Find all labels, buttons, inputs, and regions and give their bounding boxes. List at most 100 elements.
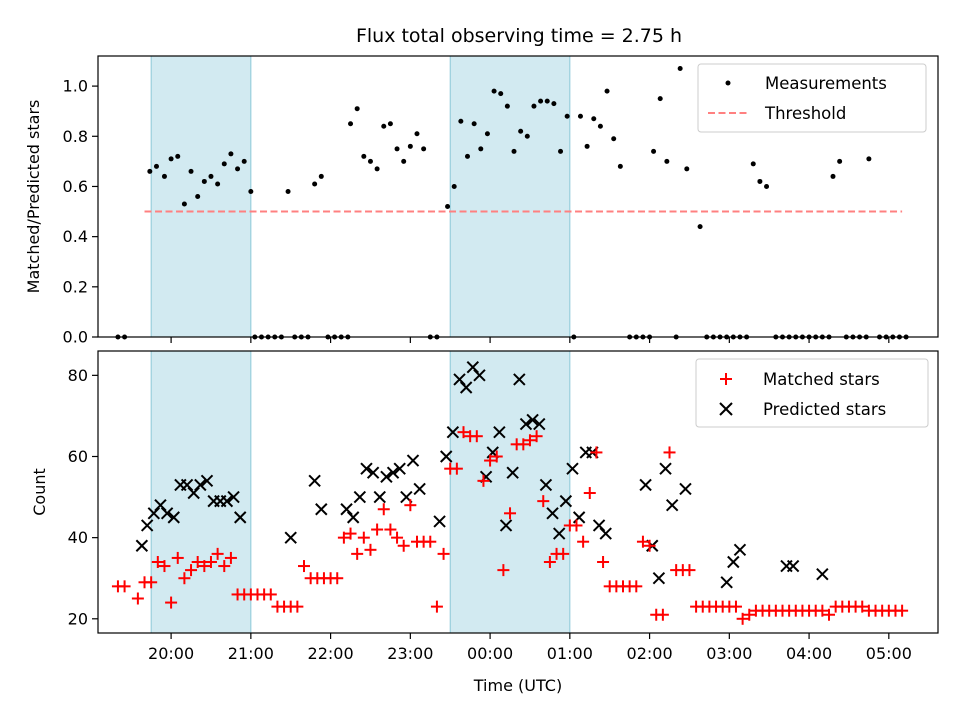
legend-predicted-label: Predicted stars <box>763 400 886 419</box>
y-tick-label: 0.6 <box>63 177 88 196</box>
matched-star-point <box>537 495 550 508</box>
matched-star-point <box>896 604 909 617</box>
matched-star-point <box>171 551 184 564</box>
measurement-point <box>478 146 484 152</box>
matched-star-point <box>211 547 224 560</box>
y-tick-label: 1.0 <box>63 77 88 96</box>
y-tick-label: 0.0 <box>63 328 88 347</box>
measurement-point <box>531 103 537 109</box>
measurement-point <box>401 158 407 164</box>
predicted-star-point <box>433 515 446 528</box>
top-y-axis-label: Matched/Predicted stars <box>24 100 43 294</box>
matched-star-point <box>530 430 543 443</box>
matched-star-point <box>570 519 583 532</box>
matched-star-point <box>523 434 536 447</box>
matched-star-point <box>590 446 603 459</box>
bottom-x-axis-ticks: 20:00 21:00 22:00 23:00 00:00 01:00 02:00 03:00… <box>148 633 912 663</box>
measurement-point <box>837 158 843 164</box>
measurement-point <box>312 181 318 187</box>
chart-title: Flux total observing time = 2.75 h <box>356 25 682 47</box>
measurement-point <box>866 156 872 162</box>
matched-star-point <box>856 600 869 613</box>
measurement-point <box>201 178 207 184</box>
matched-star-point <box>577 535 590 548</box>
predicted-star-point <box>679 482 692 496</box>
measurement-point <box>518 128 524 134</box>
measurement-point <box>544 98 550 104</box>
x-tick-label: 00:00 <box>467 644 513 663</box>
measurement-point <box>617 163 623 169</box>
matched-star-point <box>224 551 237 564</box>
predicted-star-point <box>393 462 406 475</box>
predicted-star-point <box>406 454 420 467</box>
matched-star-point <box>165 596 178 609</box>
shaded-interval <box>449 55 571 338</box>
measurement-point <box>421 146 427 152</box>
matched-star-point <box>743 608 756 621</box>
predicted-star-point <box>566 462 579 475</box>
matched-star-point <box>397 539 410 552</box>
predicted-star-point <box>592 519 606 532</box>
matched-star-point <box>729 600 742 613</box>
legend-measurements-label: Measurements <box>765 74 887 93</box>
shaded-interval <box>449 350 571 634</box>
matched-star-point <box>597 555 610 568</box>
matched-star-point <box>816 604 829 617</box>
measurement-point <box>381 123 387 129</box>
predicted-star-point <box>200 474 214 488</box>
measurement-point <box>195 194 201 199</box>
predicted-star-point <box>552 527 566 540</box>
matched-star-point <box>331 572 344 585</box>
matched-star-point <box>636 535 649 548</box>
measurement-point <box>564 113 570 119</box>
measurement-point <box>498 91 504 97</box>
shaded-interval <box>150 350 252 634</box>
measurement-point <box>504 103 510 109</box>
matched-star-point <box>198 560 211 573</box>
matched-star-point <box>630 580 643 593</box>
measurement-point <box>558 148 564 154</box>
x-tick-label: 01:00 <box>547 644 593 663</box>
top-x-axis-ticks <box>170 337 890 343</box>
bottom-y-axis-label: Count <box>30 468 49 516</box>
matched-star-point <box>683 564 696 577</box>
measurement-point <box>285 188 291 194</box>
predicted-star-point <box>459 381 473 394</box>
measurement-point <box>697 224 703 230</box>
matched-star-point <box>424 535 437 548</box>
top-shaded-intervals <box>150 55 571 338</box>
top-legend-box <box>697 63 927 133</box>
measurement-point <box>651 148 657 154</box>
matched-star-point <box>291 600 304 613</box>
matched-star-point <box>357 531 370 544</box>
x-tick-label: 04:00 <box>786 644 832 663</box>
matched-star-point <box>517 438 530 451</box>
measurement-point <box>175 153 181 159</box>
y-tick-label: 0.4 <box>63 227 88 246</box>
predicted-star-point <box>659 462 672 475</box>
matched-star-point <box>178 572 191 585</box>
predicted-star-point <box>599 527 612 540</box>
matched-star-point <box>823 608 836 621</box>
predicted-star-point <box>526 413 539 427</box>
measurement-point <box>394 146 400 152</box>
matched-star-point <box>656 608 669 621</box>
matched-star-point <box>145 576 158 589</box>
measurement-point <box>367 158 373 164</box>
x-tick-label: 22:00 <box>308 644 354 663</box>
predicted-star-point <box>353 490 367 504</box>
measurement-point <box>597 123 603 129</box>
measurement-point <box>524 133 530 139</box>
predicted-star-point <box>446 425 460 439</box>
measurement-point <box>684 166 690 172</box>
matched-star-point <box>477 474 490 487</box>
measurement-point <box>458 118 464 124</box>
predicted-star-point <box>539 478 553 492</box>
predicted-star-point <box>572 511 586 524</box>
matched-star-point <box>118 580 131 593</box>
measurement-point <box>407 143 413 149</box>
measurement-point <box>147 168 153 174</box>
shaded-interval <box>150 55 252 338</box>
predicted-star-point <box>720 576 733 589</box>
